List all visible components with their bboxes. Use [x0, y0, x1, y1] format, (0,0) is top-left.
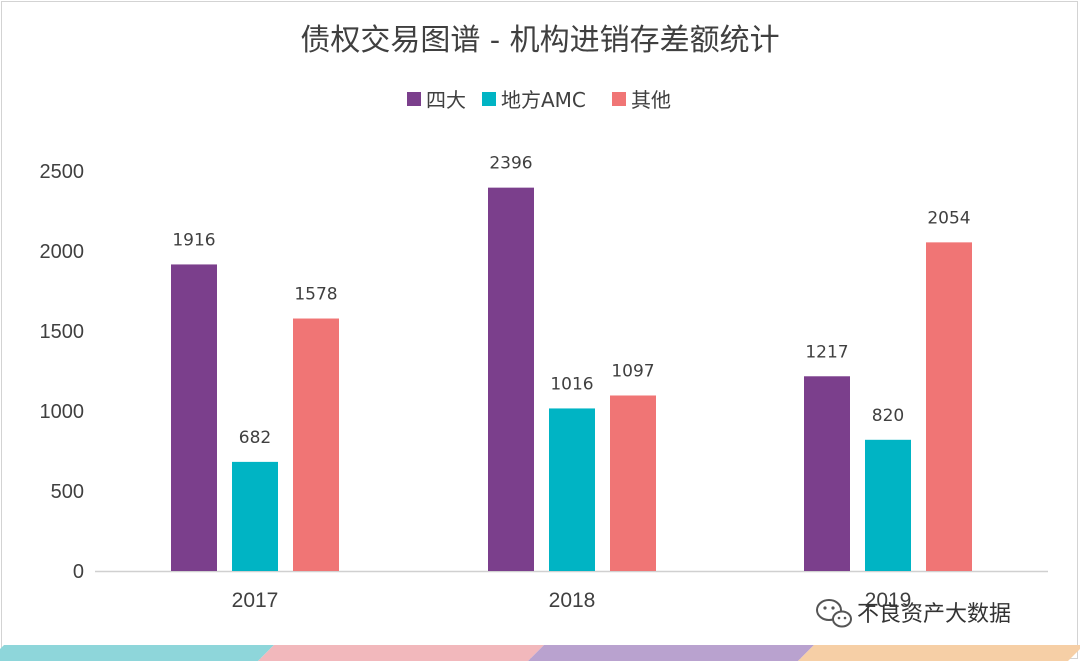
data-label: 1916	[172, 230, 215, 250]
legend-label: 地方AMC	[501, 88, 586, 112]
y-tick-label: 2000	[40, 241, 85, 263]
watermark-text: 不良资产大数据	[857, 602, 1011, 627]
x-tick-label: 2019	[865, 589, 912, 612]
bar	[171, 264, 217, 571]
bar	[293, 318, 339, 571]
bars	[171, 187, 972, 572]
legend-swatch	[407, 92, 421, 106]
data-label: 1217	[805, 342, 848, 362]
footer-stripe	[798, 645, 1080, 661]
y-tick-label: 2500	[40, 161, 85, 183]
x-tick-label: 2017	[232, 589, 279, 612]
legend-swatch	[482, 92, 496, 106]
data-label: 2396	[489, 154, 532, 174]
y-axis: 0 500 1000 1500 2000 2500	[40, 161, 85, 583]
bar	[926, 242, 972, 572]
y-tick-label: 1000	[40, 401, 85, 423]
legend: 四大 地方AMC 其他	[407, 88, 671, 112]
footer-stripe	[258, 645, 544, 661]
y-tick-label: 0	[73, 561, 84, 583]
bar	[232, 461, 278, 571]
bar	[488, 187, 534, 571]
watermark: 不良资产大数据	[816, 599, 1011, 628]
footer-stripe	[0, 645, 274, 661]
legend-label: 四大	[426, 88, 466, 112]
data-label: 1016	[550, 374, 593, 394]
legend-swatch	[612, 92, 626, 106]
wechat-icon	[816, 599, 852, 628]
footer-stripe	[528, 645, 814, 661]
data-label: 682	[239, 428, 271, 448]
y-tick-label: 1500	[40, 321, 85, 343]
bar	[865, 439, 911, 571]
data-label: 1578	[294, 285, 337, 305]
bar	[804, 376, 850, 571]
data-label: 1097	[611, 361, 654, 381]
bar	[549, 408, 595, 571]
data-label: 820	[872, 406, 904, 426]
footer-stripes	[0, 645, 1080, 661]
bar	[610, 395, 656, 571]
data-labels: 1916 2396 1217 682 1016 820 1578 1097 2054	[172, 154, 970, 448]
y-tick-label: 500	[51, 481, 84, 503]
x-axis: 2017 2018 2019	[232, 589, 912, 612]
chart-title: 债权交易图谱 - 机构进销存差额统计	[300, 23, 779, 58]
data-label: 2054	[927, 208, 970, 228]
legend-label: 其他	[631, 88, 671, 112]
x-tick-label: 2018	[549, 589, 596, 612]
